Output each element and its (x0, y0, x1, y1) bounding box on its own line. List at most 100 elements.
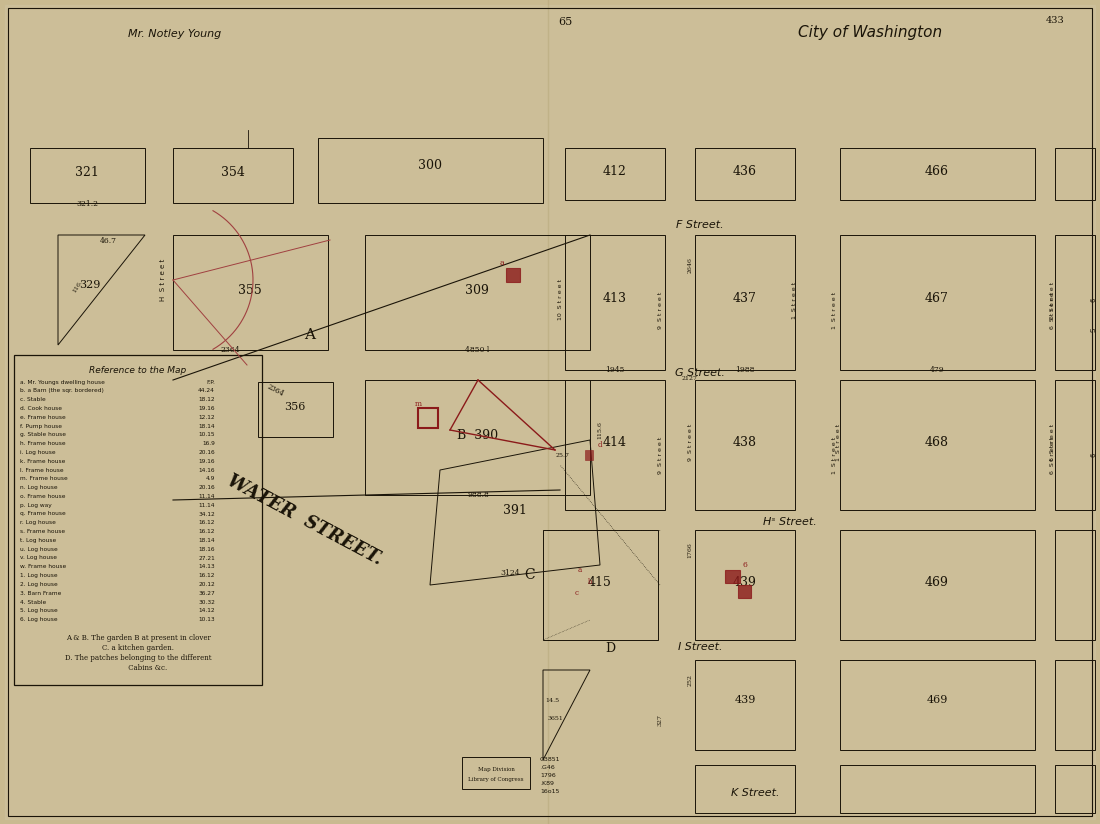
Text: G3851: G3851 (540, 757, 561, 762)
Text: 6: 6 (1090, 452, 1096, 457)
Bar (695, 660, 795, 750)
Text: a: a (499, 259, 505, 267)
Text: i. Log house: i. Log house (20, 450, 56, 455)
Text: .G46: .G46 (540, 765, 554, 770)
Text: 30.32: 30.32 (198, 600, 214, 605)
Bar (585, 450, 593, 460)
Text: 468: 468 (925, 436, 949, 448)
Text: 46.7: 46.7 (99, 237, 117, 245)
Text: 354: 354 (221, 166, 245, 179)
Text: 1  S t r e e t: 1 S t r e e t (792, 282, 798, 319)
Text: 1  S t r e e t: 1 S t r e e t (836, 424, 840, 461)
Text: c: c (575, 589, 579, 597)
Text: 355: 355 (238, 283, 262, 297)
Text: 3. Barn Frame: 3. Barn Frame (20, 591, 62, 596)
Text: l. Frame house: l. Frame house (20, 467, 64, 472)
Text: 6  S t r e e t: 6 S t r e e t (1050, 282, 1056, 319)
Text: 14.16: 14.16 (198, 467, 214, 472)
Text: 413: 413 (603, 292, 627, 305)
Text: 115.6: 115.6 (597, 421, 603, 439)
Text: 469: 469 (925, 575, 949, 588)
Text: h. Frame house: h. Frame house (20, 441, 66, 446)
Text: 4.9: 4.9 (206, 476, 214, 481)
Text: 412: 412 (603, 165, 627, 177)
Text: 415: 415 (588, 575, 612, 588)
Text: 4850 l: 4850 l (465, 346, 490, 354)
Text: B  390: B 390 (458, 428, 498, 442)
Text: 1796: 1796 (540, 773, 556, 778)
Text: g. Stable house: g. Stable house (20, 433, 66, 438)
Text: .K89: .K89 (540, 781, 554, 786)
Bar (840, 660, 1035, 750)
Text: 321: 321 (75, 166, 99, 179)
Text: A: A (305, 328, 316, 342)
Bar (1055, 530, 1094, 640)
Text: 16.12: 16.12 (198, 574, 214, 578)
Text: t. Log house: t. Log house (20, 538, 56, 543)
Text: 1  S t r e e t: 1 S t r e e t (833, 292, 837, 329)
Text: 327: 327 (658, 714, 662, 726)
Text: 2646: 2646 (688, 257, 693, 273)
Text: a: a (578, 566, 582, 574)
Bar (318, 138, 543, 203)
Bar (840, 530, 1035, 640)
Text: 436: 436 (733, 165, 757, 177)
Text: 10  S t r e e t: 10 S t r e e t (558, 279, 562, 321)
Text: k. Frame house: k. Frame house (20, 459, 65, 464)
Text: 9  S t r e e t: 9 S t r e e t (658, 292, 662, 329)
Bar (506, 268, 520, 282)
Bar (840, 235, 1035, 370)
Text: 356: 356 (284, 402, 306, 412)
Text: H  S t r e e t: H S t r e e t (160, 259, 166, 301)
Bar (1055, 148, 1094, 200)
Text: I Street.: I Street. (678, 642, 723, 652)
Bar (258, 382, 333, 437)
Text: 18.12: 18.12 (198, 397, 214, 402)
Text: 11.14: 11.14 (198, 503, 214, 508)
Text: 479: 479 (930, 366, 944, 374)
Bar (1055, 765, 1094, 813)
Text: b. a Barn (the sqr. bordered): b. a Barn (the sqr. bordered) (20, 388, 103, 393)
Text: 20.16: 20.16 (198, 485, 214, 490)
Text: 438: 438 (733, 436, 757, 448)
Text: 12.12: 12.12 (198, 414, 214, 419)
Bar (565, 235, 666, 370)
Text: 1945: 1945 (605, 366, 625, 374)
Text: 9  S t r e e t: 9 S t r e e t (658, 437, 662, 474)
Text: 34.12: 34.12 (198, 512, 214, 517)
Text: c. Stable: c. Stable (20, 397, 46, 402)
Bar (1055, 660, 1094, 750)
Text: 4. Stable: 4. Stable (20, 600, 46, 605)
Text: 6. Log house: 6. Log house (20, 617, 57, 622)
Text: 44.24: 44.24 (198, 388, 214, 393)
Text: 300: 300 (418, 158, 442, 171)
Text: F.P.: F.P. (206, 380, 214, 385)
Text: 65: 65 (558, 17, 572, 27)
Text: 414: 414 (603, 436, 627, 448)
Text: a. Mr. Youngs dwelling house: a. Mr. Youngs dwelling house (20, 380, 104, 385)
Bar (695, 765, 795, 813)
Text: 14.5: 14.5 (544, 697, 559, 703)
Text: C: C (525, 568, 536, 582)
Text: 1  S t r e e t: 1 S t r e e t (833, 437, 837, 474)
Text: 18.16: 18.16 (198, 546, 214, 552)
Text: F Street.: F Street. (676, 220, 724, 230)
Bar (173, 235, 328, 350)
Text: 321.2: 321.2 (76, 200, 98, 208)
Text: 2. Log house: 2. Log house (20, 582, 57, 587)
Text: v. Log house: v. Log house (20, 555, 57, 560)
Text: 2364: 2364 (220, 346, 240, 354)
Text: K Street.: K Street. (730, 788, 779, 798)
Text: 988.8: 988.8 (468, 491, 488, 499)
Bar (462, 757, 530, 789)
Text: 437: 437 (733, 292, 757, 305)
Text: w. Frame house: w. Frame house (20, 564, 66, 569)
Bar (695, 148, 795, 200)
Text: 14.12: 14.12 (198, 608, 214, 613)
Text: 6  S t r e e t: 6 S t r e e t (1050, 424, 1056, 461)
Text: 16.12: 16.12 (198, 520, 214, 526)
Text: 16o15: 16o15 (540, 789, 560, 794)
Text: 439: 439 (733, 575, 757, 588)
Text: q. Frame house: q. Frame house (20, 512, 66, 517)
Text: 433: 433 (1046, 16, 1065, 25)
